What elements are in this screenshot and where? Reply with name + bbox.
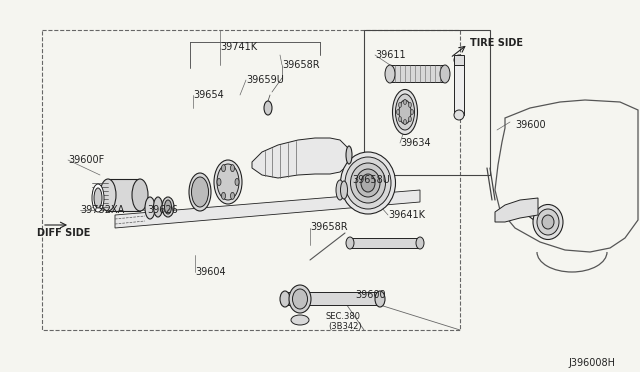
Ellipse shape — [94, 188, 102, 208]
Ellipse shape — [416, 237, 424, 249]
Polygon shape — [495, 198, 538, 222]
Ellipse shape — [235, 179, 239, 186]
Ellipse shape — [542, 215, 554, 229]
Text: 39641K: 39641K — [388, 210, 425, 220]
Polygon shape — [252, 138, 348, 178]
Ellipse shape — [408, 116, 412, 122]
Text: SEC.380: SEC.380 — [326, 312, 361, 321]
Ellipse shape — [399, 102, 401, 108]
Text: 39654: 39654 — [193, 90, 224, 100]
Ellipse shape — [361, 174, 375, 192]
Ellipse shape — [217, 164, 239, 200]
Ellipse shape — [396, 94, 415, 130]
Polygon shape — [454, 55, 464, 65]
Text: 39626: 39626 — [147, 205, 178, 215]
Text: 39611: 39611 — [375, 50, 406, 60]
Text: 39604: 39604 — [195, 267, 226, 277]
Ellipse shape — [217, 179, 221, 186]
Text: 39659U: 39659U — [246, 75, 284, 85]
Ellipse shape — [289, 285, 311, 313]
Ellipse shape — [162, 197, 174, 217]
Text: J396008H: J396008H — [568, 358, 615, 368]
Ellipse shape — [356, 169, 380, 197]
Ellipse shape — [403, 119, 406, 125]
Ellipse shape — [221, 165, 225, 171]
Ellipse shape — [340, 152, 396, 214]
Text: 39658R: 39658R — [310, 222, 348, 232]
Polygon shape — [350, 238, 420, 248]
Ellipse shape — [403, 99, 406, 105]
Ellipse shape — [191, 177, 209, 207]
Ellipse shape — [345, 157, 391, 209]
Ellipse shape — [92, 184, 104, 212]
Ellipse shape — [385, 65, 395, 83]
Ellipse shape — [154, 197, 163, 217]
Text: 39600F: 39600F — [68, 155, 104, 165]
Text: 39658R: 39658R — [282, 60, 319, 70]
Polygon shape — [108, 179, 140, 211]
Text: 39741K: 39741K — [220, 42, 257, 52]
Polygon shape — [115, 190, 420, 228]
Ellipse shape — [346, 237, 354, 249]
Text: 39634: 39634 — [400, 138, 431, 148]
Ellipse shape — [230, 165, 234, 171]
Ellipse shape — [292, 289, 307, 309]
Ellipse shape — [410, 109, 413, 115]
Ellipse shape — [189, 173, 211, 211]
Text: 39600: 39600 — [355, 290, 386, 300]
Ellipse shape — [230, 192, 234, 199]
Ellipse shape — [408, 102, 412, 108]
Ellipse shape — [351, 163, 385, 203]
Ellipse shape — [346, 146, 352, 164]
Ellipse shape — [454, 55, 464, 65]
Text: 39600: 39600 — [515, 120, 546, 130]
Ellipse shape — [132, 179, 148, 211]
Ellipse shape — [100, 179, 116, 211]
Ellipse shape — [221, 192, 225, 199]
Polygon shape — [390, 65, 445, 82]
Ellipse shape — [291, 315, 309, 325]
Ellipse shape — [454, 110, 464, 120]
Ellipse shape — [397, 109, 399, 115]
Ellipse shape — [537, 209, 559, 235]
Text: 39752XA: 39752XA — [80, 205, 124, 215]
Ellipse shape — [375, 291, 385, 307]
Ellipse shape — [340, 181, 348, 199]
Ellipse shape — [440, 65, 450, 83]
Polygon shape — [285, 292, 380, 305]
Ellipse shape — [399, 116, 401, 122]
Ellipse shape — [533, 205, 563, 240]
Ellipse shape — [264, 101, 272, 115]
Ellipse shape — [214, 160, 242, 204]
Ellipse shape — [145, 197, 155, 219]
Text: DIFF SIDE: DIFF SIDE — [37, 228, 90, 238]
Polygon shape — [454, 60, 464, 115]
Ellipse shape — [399, 100, 411, 124]
Text: (3B342): (3B342) — [328, 322, 362, 331]
Ellipse shape — [336, 180, 344, 200]
Ellipse shape — [164, 200, 172, 214]
Text: 39658U: 39658U — [352, 175, 390, 185]
Ellipse shape — [280, 291, 290, 307]
Text: TIRE SIDE: TIRE SIDE — [470, 38, 523, 48]
Ellipse shape — [392, 90, 417, 135]
